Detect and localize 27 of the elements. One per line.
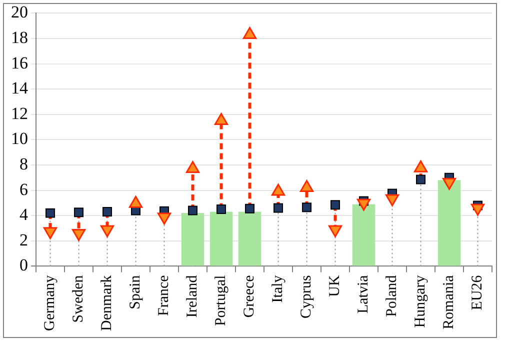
y-tick-label: 6 xyxy=(20,180,28,199)
y-tick-label: 0 xyxy=(20,256,28,275)
x-tick-label: Denmark xyxy=(99,274,116,331)
x-tick-label: Cyprus xyxy=(298,275,315,319)
x-tick-label: Latvia xyxy=(356,274,372,314)
y-tick-label: 8 xyxy=(20,154,28,174)
x-tick-label: EU26 xyxy=(470,274,486,310)
y-tick-label: 10 xyxy=(11,129,28,148)
x-tick-label: Ireland xyxy=(184,274,201,318)
y-tick-label: 12 xyxy=(11,104,28,123)
x-tick-label: Germany xyxy=(42,274,58,331)
x-tick-label: Hungary xyxy=(412,274,429,328)
y-tick-label: 2 xyxy=(20,230,28,250)
y-tick-label: 14 xyxy=(11,78,28,98)
x-tick-label: Poland xyxy=(384,274,400,317)
y-tick-label: 18 xyxy=(11,28,28,47)
x-tick-label: Italy xyxy=(270,274,286,303)
y-tick-label: 16 xyxy=(11,53,28,72)
y-tick-label: 20 xyxy=(11,2,28,22)
x-tick-label: Romania xyxy=(441,274,458,330)
x-tick-label: Portugal xyxy=(213,275,230,326)
x-tick-label: UK xyxy=(327,275,344,297)
x-tick-label: Spain xyxy=(128,274,144,310)
x-tick-label: Greece xyxy=(242,274,258,318)
x-tick-label: Sweden xyxy=(70,274,87,323)
y-tick-label: 4 xyxy=(20,205,28,224)
x-tick-label: France xyxy=(156,274,172,316)
